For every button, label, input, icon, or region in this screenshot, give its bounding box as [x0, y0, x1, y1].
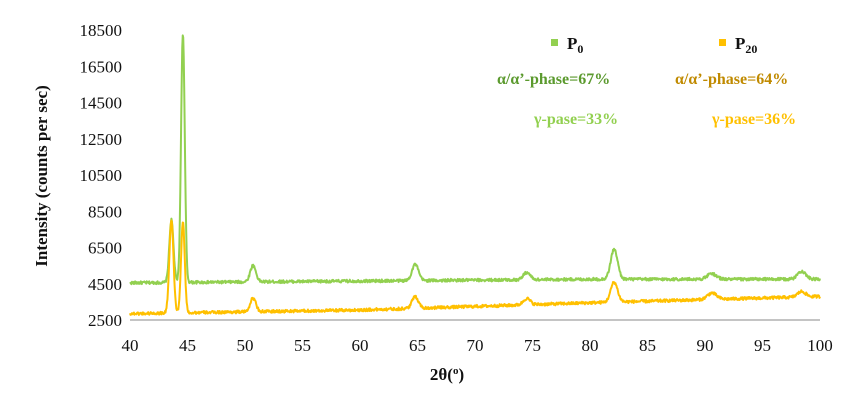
x-tick-label: 55	[294, 336, 311, 355]
legend-label-p20-sub: 20	[745, 42, 757, 56]
y-tick-label: 4500	[88, 275, 122, 294]
x-tick-label: 45	[179, 336, 196, 355]
y-tick-label: 12500	[80, 130, 123, 149]
series-line-p0	[129, 34, 821, 286]
x-tick-label: 65	[409, 336, 426, 355]
x-tick-label: 50	[237, 336, 254, 355]
series-line-p20	[129, 219, 821, 316]
y-tick-label: 2500	[88, 311, 122, 330]
x-tick-label: 80	[582, 336, 599, 355]
y-tick-label: 16500	[80, 57, 123, 76]
x-tick-label: 90	[697, 336, 714, 355]
x-axis-title: 2θ(o)	[430, 365, 464, 384]
legend: P0 P20	[551, 34, 757, 56]
x-axis-title-main: 2θ(	[430, 365, 453, 384]
y-tick-label: 10500	[80, 166, 123, 185]
annotation-p20-gamma-phase: γ-pase=36%	[711, 111, 796, 128]
y-tick-label: 8500	[88, 202, 122, 221]
legend-label-p20-main: P	[735, 34, 745, 53]
y-axis-title: Intensity (counts per sec)	[32, 85, 51, 266]
y-tick-label: 18500	[80, 21, 123, 40]
x-axis-ticks: 40 45 50 55 60 65 70 75 80 85 90 95 100	[122, 336, 833, 355]
legend-label-p0-sub: 0	[577, 42, 583, 56]
legend-label-p0: P0	[567, 34, 583, 56]
y-tick-label: 6500	[88, 239, 122, 258]
legend-label-p20: P20	[735, 34, 757, 56]
x-tick-label: 40	[122, 336, 139, 355]
annotation-p0-alpha-phase: α/α’-phase=67%	[497, 71, 610, 88]
annotation-p0-gamma-phase: γ-pase=33%	[533, 111, 618, 128]
legend-swatch-p20	[719, 39, 726, 46]
x-tick-label: 95	[754, 336, 771, 355]
y-axis-ticks: 2500 4500 6500 8500 10500 12500 14500 16500 1850…	[80, 21, 123, 330]
annotation-p20-alpha-phase: α/α’-phase=64%	[675, 71, 788, 88]
x-axis-title-unit: o	[453, 365, 459, 377]
legend-swatch-p0	[551, 39, 558, 46]
x-tick-label: 75	[524, 336, 541, 355]
x-axis-title-close: )	[458, 365, 464, 384]
x-tick-label: 60	[352, 336, 369, 355]
series-group	[129, 34, 821, 316]
x-tick-label: 70	[467, 336, 484, 355]
x-tick-label: 100	[807, 336, 833, 355]
x-tick-label: 85	[639, 336, 656, 355]
legend-label-p0-main: P	[567, 34, 577, 53]
y-tick-label: 14500	[80, 94, 123, 113]
